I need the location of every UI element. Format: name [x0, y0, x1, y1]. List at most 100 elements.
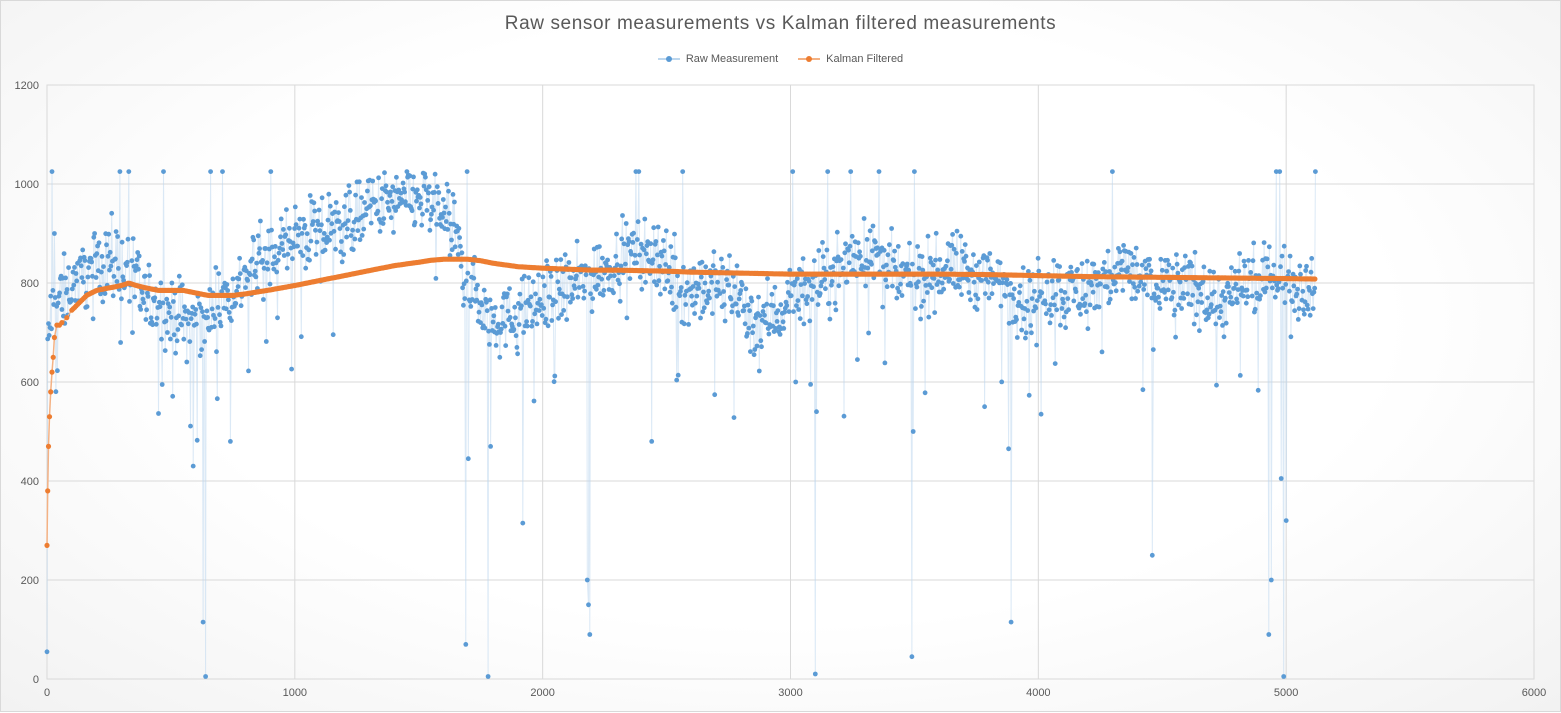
legend-entry-kalman[interactable]: Kalman Filtered — [798, 51, 903, 67]
raw-measurement-point — [672, 255, 678, 261]
raw-measurement-point — [446, 188, 451, 194]
raw-measurement-point — [930, 262, 936, 268]
raw-measurement-point — [455, 252, 461, 257]
raw-measurement-point — [130, 330, 135, 335]
raw-measurement-point — [1175, 270, 1181, 276]
raw-measurement-point — [308, 238, 314, 244]
raw-measurement-point — [1058, 322, 1063, 328]
raw-measurement-point — [891, 258, 897, 263]
raw-measurement-point — [213, 265, 219, 270]
raw-measurement-point — [587, 632, 593, 637]
raw-measurement-point — [425, 198, 431, 203]
raw-measurement-point — [233, 301, 239, 306]
raw-measurement-point — [159, 336, 164, 342]
raw-measurement-point — [272, 244, 278, 249]
raw-measurement-point — [631, 230, 636, 236]
raw-measurement-point — [1312, 285, 1318, 291]
raw-measurement-point — [44, 649, 50, 655]
raw-measurement-point — [773, 326, 778, 331]
raw-measurement-point — [797, 316, 803, 321]
raw-measurement-point — [519, 303, 524, 309]
raw-measurement-point — [575, 294, 581, 300]
kalman-filtered-point — [51, 334, 58, 341]
raw-measurement-point — [1110, 169, 1115, 175]
raw-measurement-point — [916, 279, 921, 285]
raw-measurement-point — [937, 257, 943, 262]
gridlines — [46, 84, 1535, 680]
raw-measurement-point — [805, 294, 810, 299]
raw-measurement-point — [973, 292, 978, 298]
raw-measurement-point — [321, 231, 327, 236]
raw-measurement-point — [301, 216, 306, 222]
raw-measurement-point — [1117, 249, 1123, 255]
raw-measurement-point — [678, 285, 684, 290]
raw-measurement-point — [156, 411, 161, 416]
raw-measurement-point — [1141, 287, 1147, 292]
raw-measurement-point — [261, 265, 267, 271]
raw-measurement-point — [1084, 309, 1089, 315]
raw-measurement-point — [1135, 288, 1141, 294]
legend-entry-raw[interactable]: Raw Measurement — [657, 51, 778, 67]
raw-measurement-point — [133, 263, 139, 269]
raw-measurement-point — [704, 300, 710, 306]
raw-measurement-point — [211, 324, 217, 330]
raw-measurement-point — [547, 294, 552, 300]
raw-measurement-point — [64, 287, 70, 292]
raw-measurement-point — [694, 293, 700, 299]
raw-measurement-point — [921, 298, 926, 304]
raw-measurement-point — [703, 264, 709, 270]
raw-measurement-point — [806, 278, 812, 284]
raw-measurement-point — [923, 283, 929, 288]
raw-measurement-point — [574, 273, 579, 279]
raw-measurement-point — [889, 226, 894, 231]
raw-measurement-point — [559, 312, 564, 317]
raw-measurement-point — [1163, 296, 1169, 302]
raw-measurement-point — [1132, 284, 1138, 290]
raw-measurement-point — [435, 201, 441, 206]
raw-measurement-point — [820, 240, 825, 245]
raw-measurement-point — [794, 303, 799, 308]
raw-measurement-point — [945, 258, 950, 264]
raw-measurement-point — [650, 257, 656, 263]
raw-measurement-point — [1087, 302, 1093, 308]
raw-measurement-point — [356, 179, 362, 185]
kalman-filtered-point — [46, 414, 53, 420]
raw-measurement-point — [476, 309, 482, 315]
raw-measurement-point — [692, 311, 697, 316]
raw-measurement-point — [1090, 289, 1096, 295]
raw-measurement-point — [1096, 304, 1102, 310]
raw-measurement-point — [855, 240, 861, 246]
raw-measurement-point — [726, 282, 732, 288]
raw-measurement-point — [1283, 518, 1289, 523]
raw-measurement-point — [212, 316, 218, 321]
raw-measurement-point — [745, 302, 751, 308]
raw-measurement-point — [495, 321, 501, 327]
raw-measurement-point — [488, 444, 493, 449]
raw-measurement-point — [634, 260, 639, 266]
raw-measurement-point — [1106, 300, 1112, 306]
raw-measurement-point — [975, 296, 981, 302]
raw-measurement-point — [1130, 281, 1136, 286]
raw-measurement-point — [825, 169, 831, 175]
raw-measurement-point — [815, 302, 821, 307]
raw-measurement-point — [1133, 296, 1138, 301]
raw-measurement-point — [576, 285, 582, 290]
raw-measurement-point — [200, 309, 205, 315]
raw-measurement-point — [658, 291, 663, 297]
raw-measurement-point — [656, 278, 662, 284]
raw-measurement-point — [432, 190, 437, 195]
raw-measurement-point — [192, 311, 198, 317]
raw-measurement-point — [771, 303, 776, 309]
raw-measurement-point — [1254, 290, 1260, 296]
raw-measurement-point — [198, 305, 204, 311]
raw-measurement-point — [99, 254, 105, 259]
raw-measurement-point — [417, 195, 423, 200]
raw-measurement-point — [1171, 312, 1177, 318]
raw-measurement-point — [336, 219, 342, 224]
raw-measurement-point — [550, 302, 555, 308]
raw-measurement-point — [551, 379, 557, 385]
raw-measurement-point — [601, 288, 607, 293]
raw-measurement-point — [90, 273, 95, 279]
raw-measurement-point — [673, 304, 679, 310]
raw-measurement-point — [1147, 256, 1152, 262]
